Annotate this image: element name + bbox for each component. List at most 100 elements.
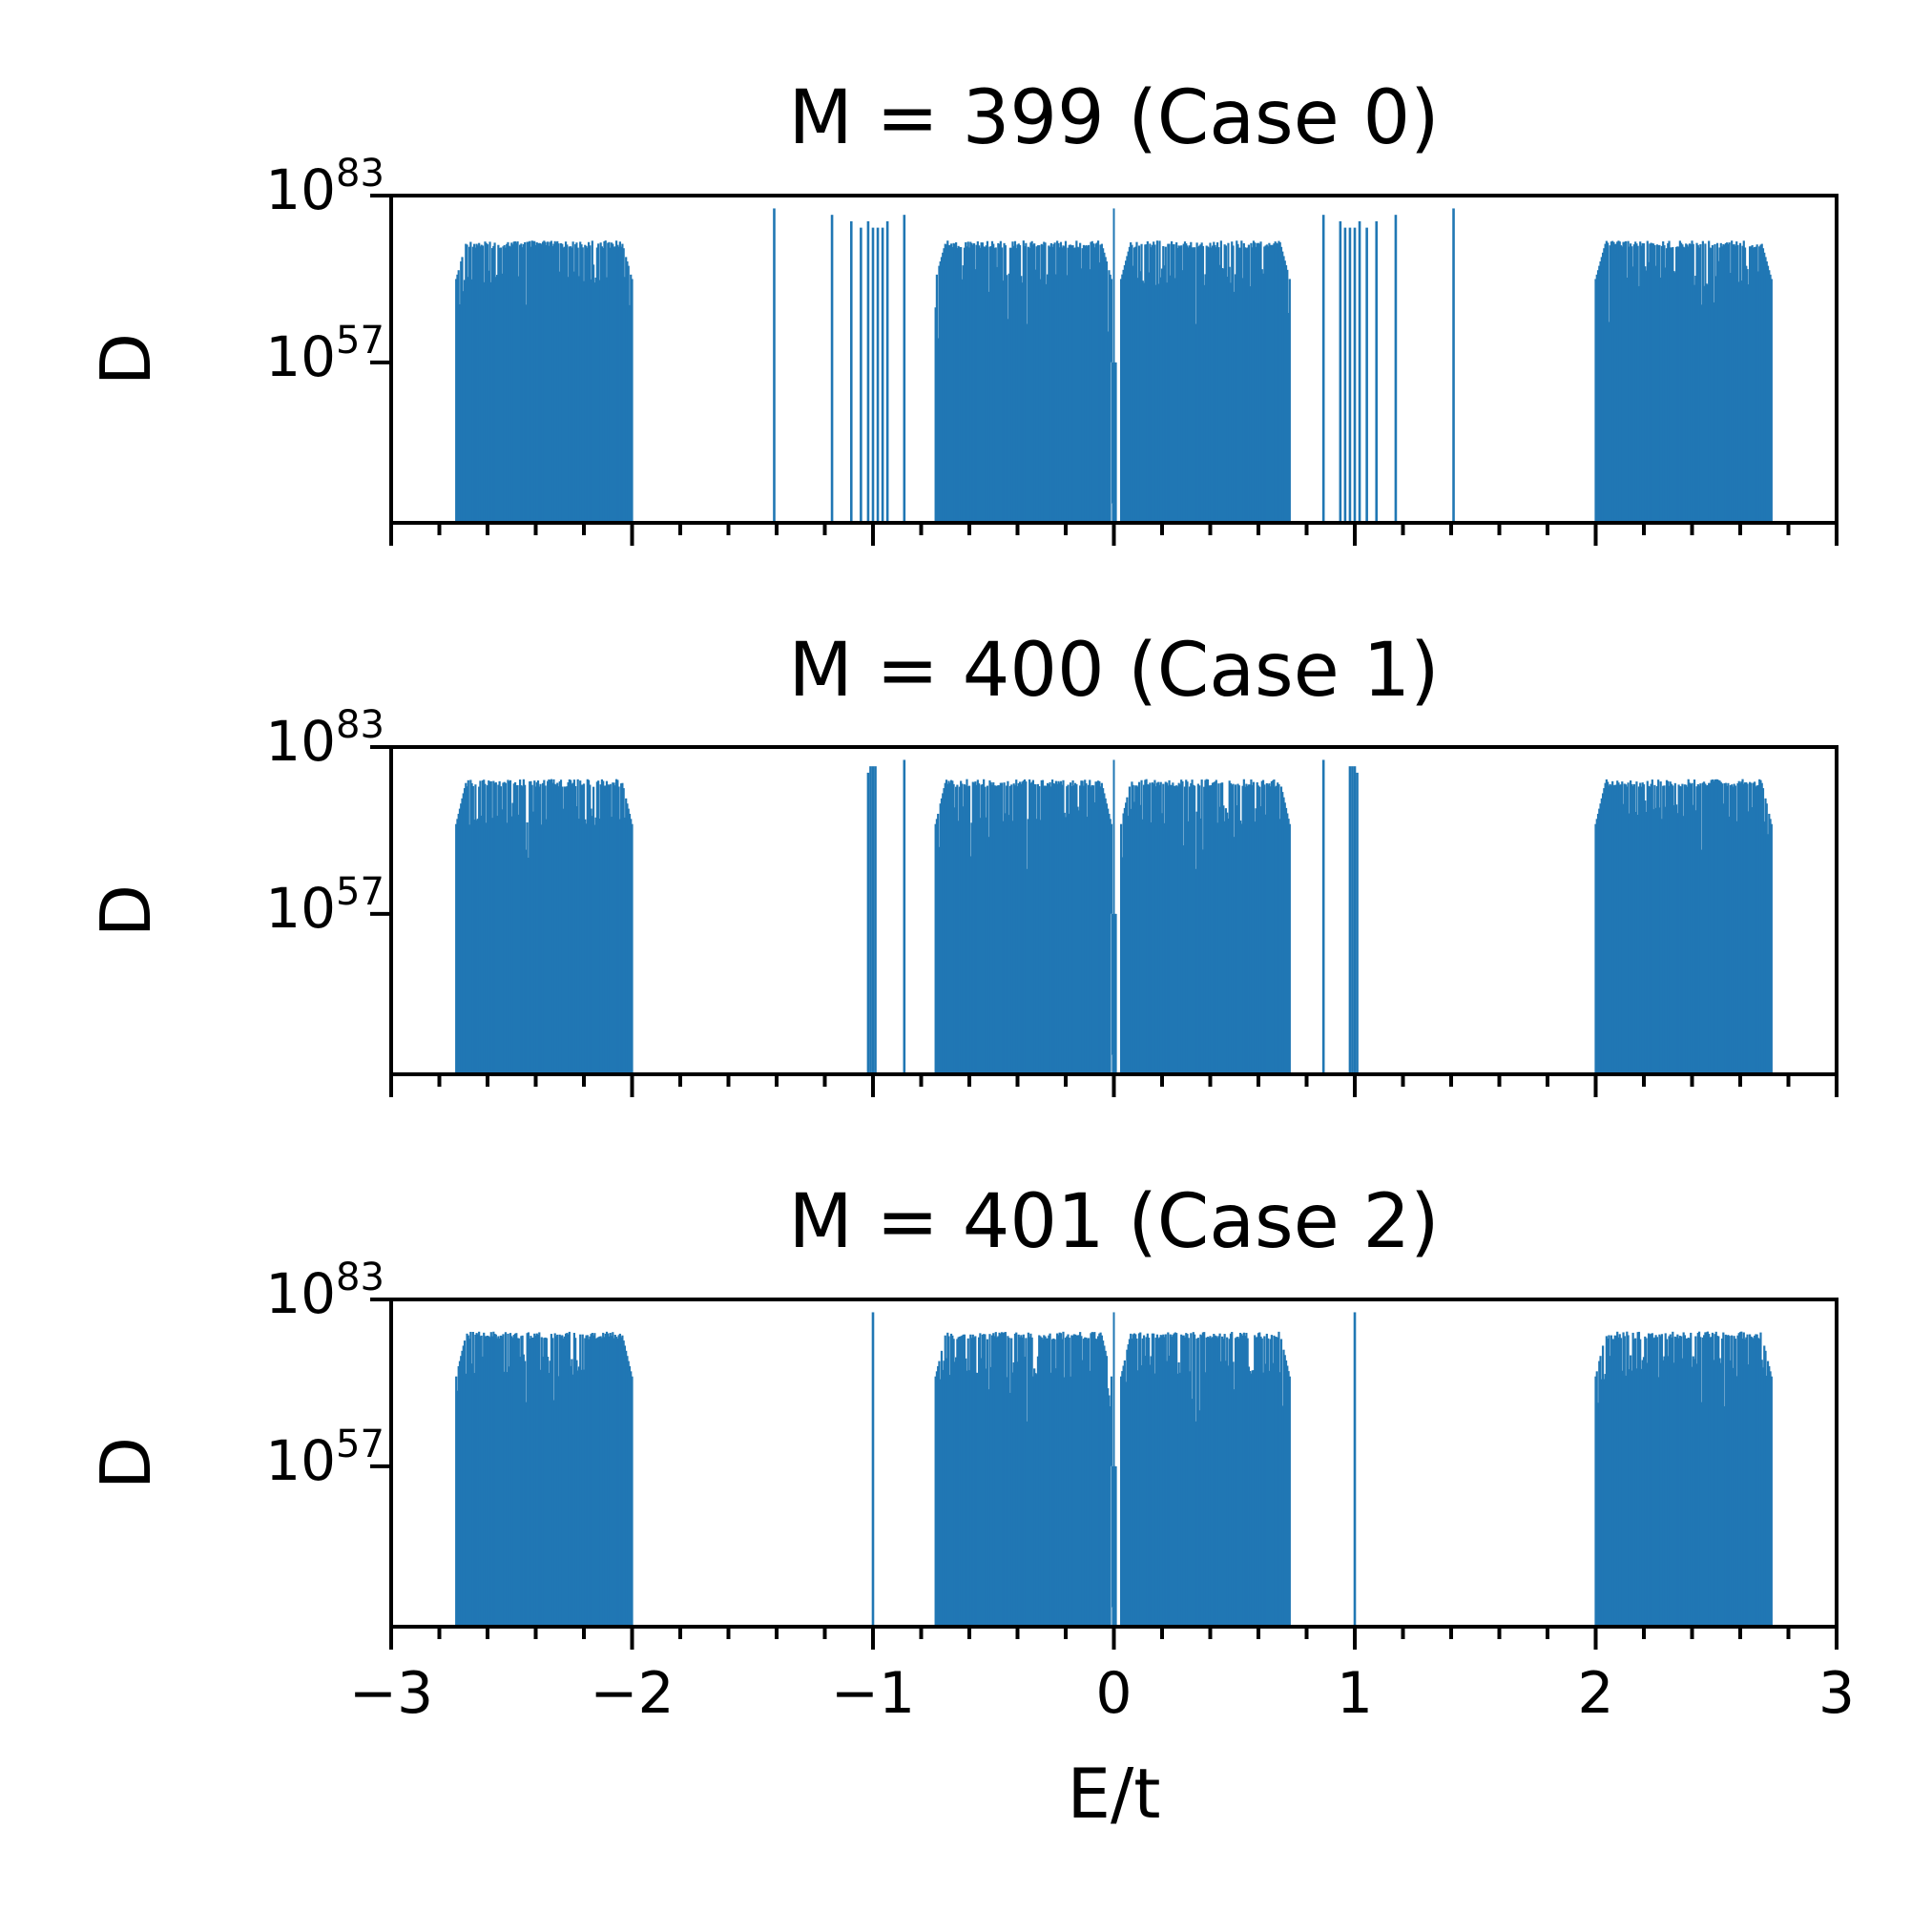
bar (1192, 1332, 1195, 1627)
bar (1045, 283, 1048, 523)
bar (1701, 240, 1704, 523)
bar (1015, 1332, 1018, 1627)
bar (517, 1338, 520, 1627)
bar (1026, 1421, 1028, 1627)
bar (593, 282, 596, 523)
bar (1059, 780, 1063, 1074)
bar (1099, 786, 1102, 1074)
bar (1749, 1334, 1752, 1627)
bar (1028, 1337, 1031, 1627)
bar (1750, 782, 1753, 1074)
bar (1222, 268, 1225, 523)
bar (1258, 1332, 1261, 1627)
bar (1177, 245, 1180, 523)
bar (1188, 245, 1192, 523)
bar (1030, 1337, 1033, 1627)
bar (1754, 1335, 1756, 1627)
bar (963, 247, 966, 523)
bar (1051, 246, 1054, 523)
bar (522, 243, 525, 524)
bar (1107, 1388, 1110, 1627)
bar (934, 307, 937, 523)
bar (1227, 242, 1230, 524)
bar (608, 785, 611, 1074)
bar (1273, 243, 1276, 523)
bar (1119, 823, 1123, 1074)
bar (1286, 813, 1289, 1074)
bar (1043, 1335, 1046, 1627)
bar (1077, 1335, 1080, 1627)
bar (1709, 247, 1712, 523)
bar (1075, 240, 1078, 523)
bar (943, 788, 945, 1074)
bar (466, 244, 468, 523)
bar (484, 241, 487, 523)
bar (1743, 782, 1747, 1074)
bars (455, 1312, 1773, 1627)
bar (1114, 1465, 1117, 1627)
bar (1091, 1332, 1095, 1627)
bar (993, 1336, 996, 1627)
bar (939, 261, 942, 523)
bar (1628, 813, 1631, 1074)
bar (1162, 783, 1165, 1074)
bar (1617, 1337, 1620, 1627)
bar (971, 781, 974, 1074)
bar (1254, 242, 1257, 524)
bar (604, 785, 607, 1074)
bar (1053, 1339, 1056, 1627)
bar (508, 780, 510, 1074)
bar (975, 1372, 978, 1627)
bar (1657, 244, 1660, 523)
bar (1670, 247, 1673, 523)
bar (1016, 786, 1019, 1074)
bar (999, 782, 1002, 1074)
bar (479, 780, 482, 1074)
bar (1098, 1333, 1101, 1627)
bar (1693, 779, 1696, 1074)
bar (503, 244, 506, 523)
bar (1187, 821, 1190, 1074)
bar (590, 279, 592, 523)
bar (483, 779, 486, 1074)
bar (1279, 1339, 1283, 1627)
bar (1627, 240, 1630, 523)
bar (1094, 1339, 1097, 1627)
bar (1759, 244, 1762, 523)
bar (1167, 243, 1170, 523)
bar (1272, 780, 1275, 1074)
bar (1006, 1377, 1008, 1627)
bar (1683, 1335, 1687, 1627)
bar (1277, 1337, 1279, 1627)
bar (1680, 786, 1683, 1074)
bar (967, 247, 971, 523)
bar (1136, 278, 1139, 523)
bar (974, 1336, 977, 1627)
bar (1770, 1376, 1773, 1627)
bar (1678, 786, 1681, 1074)
bar (1029, 242, 1032, 523)
bar (1723, 244, 1726, 523)
bar (994, 785, 997, 1074)
bar (455, 279, 458, 523)
bar (1171, 1336, 1174, 1627)
bar (1134, 785, 1137, 1074)
bar (1190, 1333, 1193, 1627)
bar (969, 241, 972, 523)
bar (1064, 240, 1068, 523)
bar (1284, 1360, 1288, 1627)
x-tick-label: 2 (1577, 1660, 1613, 1727)
bar (1257, 785, 1260, 1074)
bar (1195, 242, 1198, 524)
bar (503, 781, 506, 1074)
bar (1048, 784, 1050, 1074)
bar (1175, 785, 1178, 1074)
bar (1630, 243, 1632, 523)
bar-spike (1353, 1312, 1357, 1627)
bar (626, 261, 629, 523)
bar (1195, 323, 1197, 523)
bar (1168, 243, 1171, 523)
bar (1733, 244, 1735, 523)
bar (521, 247, 524, 523)
bar (1008, 815, 1010, 1074)
